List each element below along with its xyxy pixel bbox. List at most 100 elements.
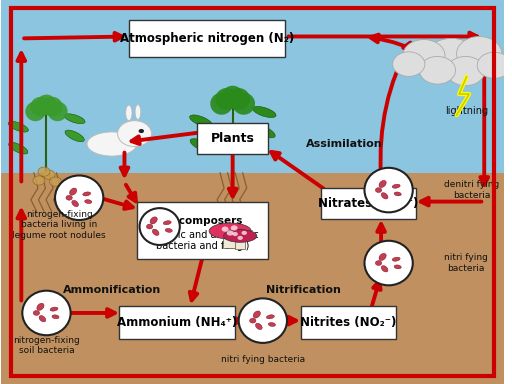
Text: nitri fying
bacteria: nitri fying bacteria [444,253,488,273]
Text: Decomposers: Decomposers [163,216,242,226]
Ellipse shape [365,241,413,285]
Circle shape [231,225,238,231]
Circle shape [242,231,247,235]
Ellipse shape [37,303,44,310]
Ellipse shape [70,188,77,195]
Ellipse shape [65,130,84,142]
Ellipse shape [268,323,275,326]
Ellipse shape [232,93,255,115]
Ellipse shape [36,94,56,114]
Bar [1,173,504,384]
Ellipse shape [8,121,28,132]
Ellipse shape [224,230,257,242]
Ellipse shape [253,125,275,138]
Circle shape [232,232,238,236]
Ellipse shape [375,188,382,192]
Text: Atmospheric nitrogen (N₂): Atmospheric nitrogen (N₂) [120,32,294,45]
Text: nitrogen-fixing
soil bacteria: nitrogen-fixing soil bacteria [13,336,80,355]
Ellipse shape [250,318,256,323]
Text: Assimilation: Assimilation [306,139,382,149]
Circle shape [43,170,55,179]
Ellipse shape [266,315,274,319]
Circle shape [33,176,45,185]
Circle shape [403,40,445,72]
Ellipse shape [255,323,262,329]
Ellipse shape [52,315,59,319]
Text: Nitrates (NO₃⁻): Nitrates (NO₃⁻) [318,197,419,210]
Circle shape [477,52,511,78]
Ellipse shape [66,195,72,200]
Text: (aerobic and anaerobic
bacteria and fungi): (aerobic and anaerobic bacteria and fung… [146,229,259,251]
Ellipse shape [140,208,180,245]
Text: Ammonium (NH₄⁺): Ammonium (NH₄⁺) [117,316,238,329]
Circle shape [222,227,228,232]
Circle shape [139,129,144,133]
Ellipse shape [253,311,261,318]
Ellipse shape [33,311,39,315]
Ellipse shape [227,88,250,110]
FancyBboxPatch shape [198,123,268,154]
Ellipse shape [64,114,85,124]
Ellipse shape [152,229,159,235]
Text: Ammonification: Ammonification [63,285,161,295]
Ellipse shape [30,97,51,117]
Ellipse shape [394,265,401,269]
Ellipse shape [25,101,46,121]
Ellipse shape [9,142,28,154]
Ellipse shape [84,200,92,204]
Circle shape [118,121,152,147]
Ellipse shape [83,192,91,196]
Ellipse shape [221,86,244,108]
Ellipse shape [146,224,153,229]
Text: nitri fying bacteria: nitri fying bacteria [221,354,305,364]
Ellipse shape [190,139,212,152]
Ellipse shape [163,221,171,225]
Circle shape [50,177,61,186]
Ellipse shape [392,257,400,261]
Ellipse shape [87,132,137,156]
Ellipse shape [210,93,233,115]
Ellipse shape [365,168,413,212]
Circle shape [227,230,233,236]
Ellipse shape [48,101,68,121]
Text: Nitrites (NO₂⁻): Nitrites (NO₂⁻) [300,316,397,329]
FancyBboxPatch shape [130,20,286,56]
FancyBboxPatch shape [119,306,235,339]
Text: denitri fying
bacteria: denitri fying bacteria [444,180,499,200]
FancyBboxPatch shape [137,202,268,259]
Ellipse shape [375,261,382,265]
Ellipse shape [252,106,276,118]
Ellipse shape [379,180,386,187]
Circle shape [457,36,502,71]
Ellipse shape [392,184,400,188]
Ellipse shape [239,298,287,343]
FancyBboxPatch shape [301,306,396,339]
Text: Nitrification: Nitrification [266,285,340,295]
Text: Plants: Plants [211,132,254,145]
Ellipse shape [165,228,173,232]
Circle shape [419,56,456,84]
Circle shape [446,56,485,86]
Ellipse shape [39,316,46,322]
FancyBboxPatch shape [321,188,416,219]
Ellipse shape [72,200,78,207]
Ellipse shape [215,88,238,110]
Ellipse shape [394,192,401,196]
Ellipse shape [50,307,58,311]
Ellipse shape [23,291,71,335]
Ellipse shape [55,175,103,220]
Circle shape [238,236,243,240]
Ellipse shape [189,115,212,127]
Ellipse shape [381,193,388,199]
Ellipse shape [381,266,388,272]
Text: nitrogen-fixing
bacteria living in
legume root nodules: nitrogen-fixing bacteria living in legum… [12,210,106,240]
Bar [235,237,245,249]
Ellipse shape [150,217,157,224]
Text: lightning: lightning [445,106,488,116]
Ellipse shape [135,105,141,119]
Circle shape [424,38,479,81]
Ellipse shape [125,105,132,121]
Circle shape [393,52,425,76]
Ellipse shape [42,97,62,117]
Bar [223,232,237,248]
